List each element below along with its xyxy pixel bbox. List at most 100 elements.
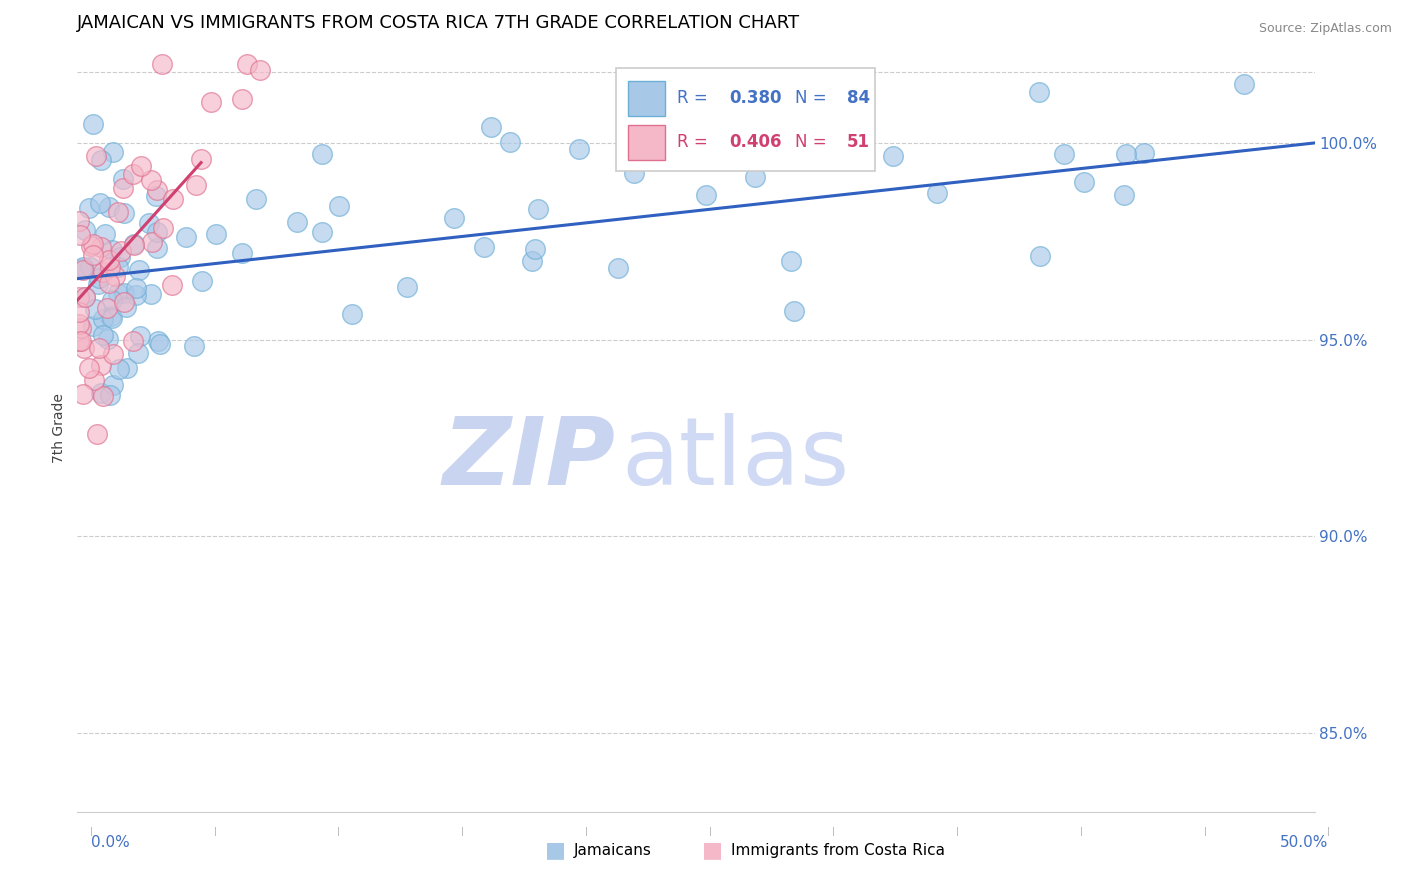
- Point: [122, 334, 145, 348]
- Point: [231, 92, 253, 106]
- Y-axis label: 7th Grade: 7th Grade: [52, 393, 66, 463]
- Point: [128, 329, 150, 343]
- Point: [83, 374, 105, 388]
- Point: [1115, 146, 1137, 161]
- Point: [115, 361, 138, 376]
- Text: Source: ZipAtlas.com: Source: ZipAtlas.com: [1258, 22, 1392, 36]
- Point: [97, 252, 120, 267]
- Point: [443, 211, 465, 226]
- Point: [311, 146, 333, 161]
- Text: atlas: atlas: [621, 413, 851, 505]
- Text: JAMAICAN VS IMMIGRANTS FROM COSTA RICA 7TH GRADE CORRELATION CHART: JAMAICAN VS IMMIGRANTS FROM COSTA RICA 7…: [77, 14, 800, 32]
- Point: [112, 295, 135, 310]
- Text: Immigrants from Costa Rica: Immigrants from Costa Rica: [731, 843, 945, 857]
- Text: ZIP: ZIP: [443, 413, 616, 505]
- Point: [695, 187, 717, 202]
- Text: 50.0%: 50.0%: [1281, 835, 1329, 849]
- Point: [75, 223, 97, 237]
- Point: [146, 334, 169, 349]
- Point: [925, 186, 948, 200]
- Point: [245, 192, 267, 206]
- Text: Jamaicans: Jamaicans: [574, 843, 651, 857]
- Point: [285, 215, 308, 229]
- Point: [149, 337, 172, 351]
- Point: [100, 293, 122, 307]
- Point: [90, 240, 112, 254]
- Point: [67, 317, 90, 331]
- Point: [96, 301, 118, 316]
- Point: [568, 142, 591, 156]
- Point: [127, 346, 149, 360]
- Point: [479, 120, 502, 134]
- Point: [100, 387, 122, 401]
- Text: |: |: [1080, 827, 1083, 836]
- Text: |: |: [585, 827, 588, 836]
- Point: [97, 200, 120, 214]
- Point: [67, 290, 90, 304]
- Point: [231, 246, 253, 260]
- Point: [129, 159, 152, 173]
- Point: [70, 261, 93, 276]
- Point: [522, 254, 544, 268]
- Text: 0.406: 0.406: [730, 133, 782, 151]
- Point: [1053, 146, 1076, 161]
- Point: [145, 225, 167, 239]
- Point: [783, 303, 806, 318]
- Point: [145, 189, 167, 203]
- Point: [607, 260, 630, 275]
- Point: [101, 145, 124, 159]
- Text: |: |: [1327, 827, 1330, 836]
- Text: |: |: [956, 827, 959, 836]
- Point: [91, 389, 114, 403]
- Text: 84: 84: [846, 89, 870, 107]
- Point: [98, 276, 121, 290]
- Point: [139, 287, 162, 301]
- Point: [112, 205, 135, 219]
- Text: |: |: [90, 827, 93, 836]
- Text: |: |: [214, 827, 217, 836]
- Point: [124, 237, 146, 252]
- Point: [90, 153, 112, 168]
- Point: [101, 347, 124, 361]
- Point: [328, 199, 350, 213]
- Point: [86, 149, 108, 163]
- Point: [1112, 188, 1135, 202]
- Point: [84, 302, 107, 317]
- Point: [107, 205, 129, 219]
- Point: [86, 427, 108, 442]
- Point: [69, 227, 91, 242]
- Point: [112, 286, 135, 301]
- Point: [87, 270, 110, 285]
- Point: [141, 235, 163, 249]
- Point: [141, 173, 163, 187]
- Point: [77, 201, 100, 215]
- Point: [98, 260, 121, 274]
- Point: [79, 260, 101, 274]
- Point: [1028, 85, 1050, 99]
- Point: [72, 263, 94, 277]
- Point: [75, 290, 97, 304]
- Point: [523, 243, 546, 257]
- Point: [160, 278, 183, 293]
- Text: 51: 51: [846, 133, 870, 151]
- Point: [72, 387, 94, 401]
- Point: [527, 202, 550, 216]
- Point: [104, 268, 127, 283]
- Point: [82, 236, 104, 251]
- Text: |: |: [709, 827, 711, 836]
- Point: [779, 253, 801, 268]
- FancyBboxPatch shape: [628, 125, 665, 160]
- FancyBboxPatch shape: [628, 81, 665, 116]
- Point: [73, 342, 96, 356]
- Point: [152, 221, 174, 235]
- Point: [122, 238, 145, 252]
- Point: [623, 166, 645, 180]
- Point: [340, 306, 363, 320]
- Point: [70, 321, 93, 335]
- Text: |: |: [1204, 827, 1206, 836]
- Point: [499, 135, 522, 149]
- Point: [100, 309, 122, 323]
- Text: |: |: [337, 827, 340, 836]
- Point: [87, 277, 110, 291]
- Point: [1132, 146, 1154, 161]
